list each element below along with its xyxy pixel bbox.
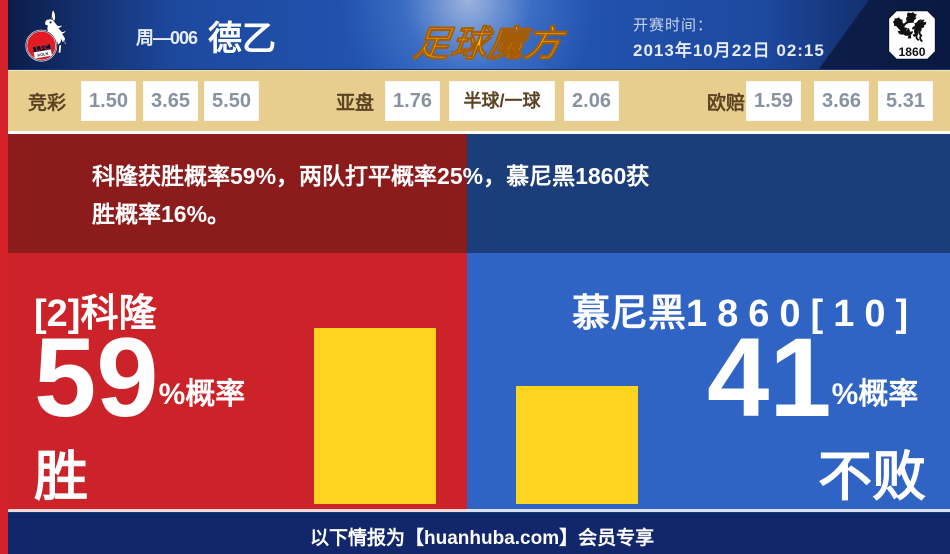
svg-text:1860: 1860 bbox=[899, 45, 926, 59]
